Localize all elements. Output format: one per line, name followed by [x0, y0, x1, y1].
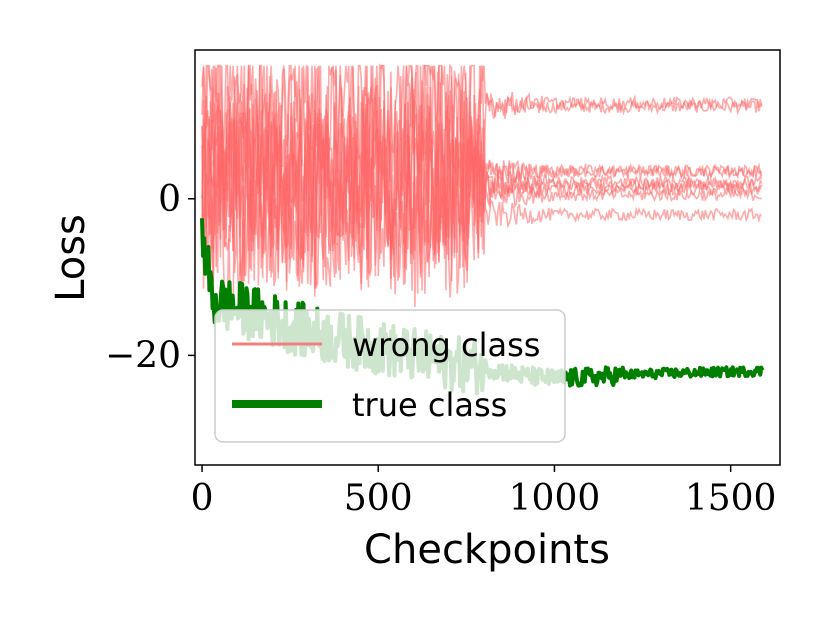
- x-axis-label: Checkpoints: [364, 527, 610, 573]
- x-tick-label: 1000: [509, 478, 601, 519]
- plot-frame: [194, 49, 781, 466]
- y-axis: 0 −20: [105, 179, 195, 376]
- wrong-class-line: [201, 92, 763, 291]
- y-tick-label: −20: [105, 335, 181, 376]
- x-tick-label: 0: [191, 478, 214, 519]
- y-axis-label: Loss: [48, 214, 94, 302]
- x-axis: 0 500 1000 1500: [191, 465, 777, 519]
- legend-label-wrong-class: wrong class: [352, 326, 540, 364]
- legend: wrong class true class: [214, 309, 566, 443]
- x-tick-label: 500: [344, 478, 413, 519]
- x-tick-label: 1500: [685, 478, 777, 519]
- y-tick-label: 0: [158, 179, 181, 220]
- wrong-class-line: [201, 63, 763, 203]
- legend-label-true-class: true class: [352, 386, 507, 424]
